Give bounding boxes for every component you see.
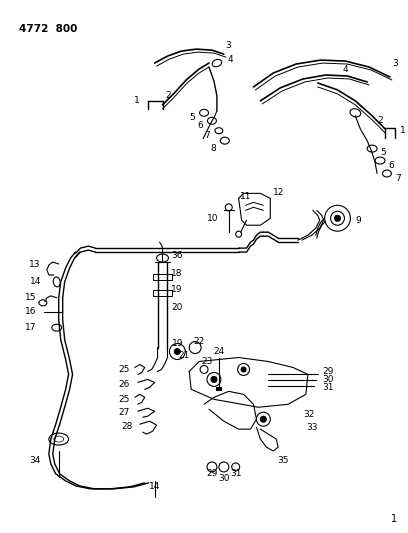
Text: 20: 20 bbox=[171, 303, 183, 312]
Text: 10: 10 bbox=[207, 214, 219, 223]
Text: 8: 8 bbox=[210, 144, 216, 153]
Text: 30: 30 bbox=[323, 375, 334, 384]
Text: 36: 36 bbox=[171, 251, 183, 260]
Text: 12: 12 bbox=[273, 188, 284, 197]
Text: 17: 17 bbox=[24, 323, 36, 332]
Text: 11: 11 bbox=[240, 192, 251, 201]
Text: 5: 5 bbox=[189, 114, 195, 122]
Text: 16: 16 bbox=[24, 307, 36, 316]
Bar bbox=[153, 290, 173, 296]
Text: 6: 6 bbox=[388, 161, 394, 170]
Text: 1: 1 bbox=[134, 96, 140, 106]
Text: 34: 34 bbox=[29, 456, 41, 465]
Bar bbox=[153, 274, 173, 280]
Text: 27: 27 bbox=[119, 408, 130, 417]
Text: 22: 22 bbox=[193, 337, 205, 346]
Text: 18: 18 bbox=[171, 270, 183, 278]
Text: 4: 4 bbox=[343, 64, 348, 74]
Text: 26: 26 bbox=[119, 380, 130, 389]
Text: 35: 35 bbox=[277, 456, 289, 465]
Circle shape bbox=[174, 349, 180, 354]
Text: 30: 30 bbox=[218, 474, 230, 483]
Text: 32: 32 bbox=[303, 410, 314, 419]
Text: 6: 6 bbox=[197, 121, 203, 130]
Text: 7: 7 bbox=[395, 174, 401, 183]
Text: 1: 1 bbox=[391, 514, 397, 524]
Text: 31: 31 bbox=[323, 383, 334, 392]
Text: 19: 19 bbox=[172, 339, 183, 348]
Text: 28: 28 bbox=[122, 422, 133, 431]
Bar bbox=[216, 387, 222, 391]
Text: 3: 3 bbox=[225, 41, 231, 50]
Text: 3: 3 bbox=[392, 59, 398, 68]
Text: 9: 9 bbox=[355, 216, 361, 225]
Text: 1: 1 bbox=[400, 126, 406, 135]
Text: 13: 13 bbox=[29, 260, 41, 269]
Text: 4772  800: 4772 800 bbox=[19, 24, 78, 34]
Text: 2: 2 bbox=[166, 91, 171, 100]
Text: 25: 25 bbox=[119, 395, 130, 404]
Text: 7: 7 bbox=[204, 131, 210, 140]
Text: 23: 23 bbox=[201, 357, 213, 366]
Text: 2: 2 bbox=[377, 116, 383, 125]
Text: 4: 4 bbox=[228, 54, 233, 63]
Text: 14: 14 bbox=[149, 482, 160, 491]
Text: 14: 14 bbox=[29, 277, 41, 286]
Circle shape bbox=[211, 376, 217, 382]
Text: 29: 29 bbox=[323, 367, 334, 376]
Circle shape bbox=[260, 416, 266, 422]
Text: 15: 15 bbox=[24, 293, 36, 302]
Text: 25: 25 bbox=[119, 365, 130, 374]
Text: 21: 21 bbox=[179, 351, 190, 360]
Text: 24: 24 bbox=[213, 347, 224, 356]
Text: 31: 31 bbox=[230, 470, 242, 479]
Text: 33: 33 bbox=[306, 423, 317, 432]
Circle shape bbox=[241, 367, 246, 372]
Text: 5: 5 bbox=[380, 148, 386, 157]
Text: 29: 29 bbox=[206, 470, 217, 479]
Circle shape bbox=[335, 215, 341, 221]
Text: 19: 19 bbox=[171, 285, 183, 294]
